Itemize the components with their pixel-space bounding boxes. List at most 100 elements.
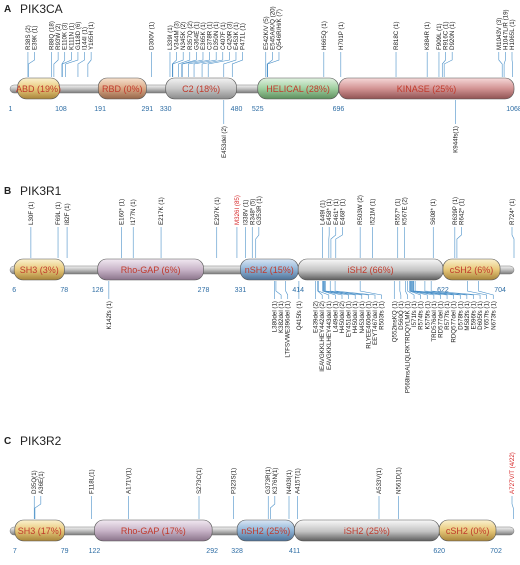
position-tick: 411 <box>289 548 300 555</box>
mutation-connector <box>503 52 506 77</box>
gene-title: PIK3R2 <box>20 434 62 448</box>
mutation-connector <box>424 281 474 299</box>
mutation-label-below: P568insALIQLRKTRDQYLMK (1) <box>404 301 411 393</box>
mutation-connector <box>467 281 487 299</box>
mutation-label-above: R88Q (18) <box>49 21 56 50</box>
domain-label: Rho-GAP (17%) <box>121 526 186 536</box>
gene-title: PIK3R1 <box>20 184 62 198</box>
mutation-label-above: G364E (1) <box>193 21 200 50</box>
mutation-label-below: N673fs (1) <box>490 301 497 330</box>
mutation-connector <box>511 52 513 77</box>
mutation-label-above: A533V(1) <box>376 468 383 494</box>
panel-letter: B <box>4 186 11 197</box>
mutation-label-above: R639P (1) <box>452 197 459 225</box>
mutation-connector <box>359 281 382 299</box>
mutation-label-above: M1043V (3) <box>496 18 503 50</box>
position-tick: 331 <box>235 287 247 294</box>
mutation-connector <box>275 281 282 299</box>
mutation-connector <box>61 52 66 77</box>
mutation-connector <box>430 281 481 299</box>
mutation-connector <box>181 52 204 77</box>
mutation-connector <box>441 52 446 77</box>
mutation-label-above: V344M (3) <box>174 21 181 50</box>
domain-label: SH3 (3%) <box>20 265 59 275</box>
mutation-label-above: I521M (1) <box>370 199 377 225</box>
mutation-label-below: K142fs (1) <box>106 301 113 330</box>
mutation-connector <box>87 52 92 77</box>
mutation-label-above: E545A/K/Q (20) <box>269 6 276 50</box>
domain-rbd <box>97 77 147 100</box>
mutation-label-below: R574fs (1) <box>418 301 425 330</box>
mutation-label-below: K575fs (1) <box>424 301 431 330</box>
mutation-label-above: N403I(1) <box>286 470 293 494</box>
position-tick: 620 <box>433 548 445 555</box>
position-tick: 126 <box>92 287 104 294</box>
mutation-label-above: G373R(1) <box>265 467 272 494</box>
mutation-connector <box>285 281 289 299</box>
gene-title: PIK3CA <box>20 2 63 16</box>
domain-label: cSH2 (0%) <box>446 526 490 536</box>
mutation-label-below: E453del (2) <box>221 126 228 158</box>
mutation-connector <box>28 52 35 77</box>
mutation-label-below: D560Q (1) <box>398 301 405 330</box>
mutation-label-above: A415T(1) <box>294 468 301 494</box>
domain-label: HELICAL (28%) <box>266 84 330 94</box>
domain-label: iSH2 (66%) <box>348 265 394 275</box>
position-tick: 278 <box>198 287 210 294</box>
mutation-connector <box>405 281 408 299</box>
mutation-label-below: Q415fs (1) <box>296 301 303 330</box>
mutation-label-below: R503fs (1) <box>379 301 386 330</box>
mutation-label-above: F69L (1) <box>55 202 62 225</box>
position-tick: 1 <box>9 106 13 113</box>
mutation-label-above: E453K (1) <box>233 22 240 50</box>
mutation-label-above: R557* (1) <box>395 199 402 225</box>
mutation-label-above: K567E (2) <box>402 197 409 225</box>
mutation-label-below: RDQ577del (1) <box>451 301 458 343</box>
mutation-connector <box>330 227 337 258</box>
mutation-label-below: M582fs (1) <box>464 301 471 331</box>
mutation-label-above: A36E(1) <box>38 471 45 494</box>
domain-csh2 <box>442 258 501 281</box>
mutation-label-above: D35Q(1) <box>31 470 38 494</box>
panel-letter: A <box>4 4 11 15</box>
mutation-label-above: I144I (1) <box>82 27 89 50</box>
mutation-label-below: Y657fs (1) <box>484 301 491 330</box>
mutation-label-above: E468* (1) <box>339 199 346 225</box>
mutation-label-below: EEYT467del (1) <box>372 301 379 345</box>
mutation-label-above: E160* (1) <box>118 199 125 225</box>
mutation-label-above: E217K (1) <box>158 197 165 225</box>
position-tick: 292 <box>206 548 218 555</box>
mutation-label-above: Y165H (1) <box>88 22 95 50</box>
domain-helical <box>257 77 339 100</box>
domain-c2 <box>165 77 237 100</box>
domain-csh2 <box>438 519 497 542</box>
mutation-connector <box>399 281 402 299</box>
mutation-label-above: E39K (1) <box>32 26 39 50</box>
mutation-label-below: IEAVGKKLHEY442del (2) <box>319 301 326 372</box>
mutation-label-above: E365K (1) <box>200 22 207 50</box>
position-tick: 122 <box>89 548 101 555</box>
domain-label: C2 (18%) <box>182 84 220 94</box>
domain-label: ABD (19%) <box>16 84 61 94</box>
mutation-connector <box>172 52 177 77</box>
mutation-connector <box>335 227 343 258</box>
mutation-connector <box>478 281 494 299</box>
mutation-label-above: E542K/V (5) <box>263 16 270 50</box>
mutation-connector <box>65 52 79 77</box>
mutation-label-above: D350N (1) <box>213 21 220 50</box>
mutation-connector <box>317 281 323 299</box>
mutation-label-below: L380del (1) <box>272 301 279 332</box>
mutation-connector <box>411 281 441 299</box>
mutation-connector <box>270 496 276 519</box>
mutation-label-above: D300V (1) <box>149 22 156 50</box>
mutation-label-above: M326I (85) <box>234 195 241 225</box>
mutation-label-above: G353R (1) <box>256 196 263 225</box>
mutation-label-above: P323S(1) <box>231 468 238 494</box>
domain-label: nSH2 (25%) <box>241 526 290 536</box>
mutation-label-below: I571fs (1) <box>411 301 418 327</box>
mutation-label-above: R503W (2) <box>357 195 364 225</box>
mutation-label-below: E439del (2) <box>313 301 320 333</box>
position-tick: 291 <box>141 106 153 113</box>
mutation-label-below: D605fs (1) <box>477 301 484 330</box>
